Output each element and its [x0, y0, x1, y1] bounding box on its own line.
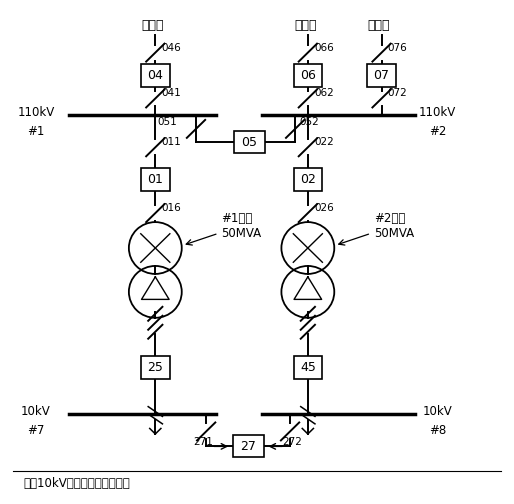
Text: 046: 046: [161, 43, 181, 52]
FancyBboxPatch shape: [293, 64, 322, 87]
Text: 象喜线: 象喜线: [368, 19, 390, 32]
Text: 076: 076: [388, 43, 408, 52]
Text: 026: 026: [314, 203, 334, 213]
Text: 022: 022: [314, 138, 334, 147]
Text: 066: 066: [314, 43, 334, 52]
Text: 06: 06: [300, 69, 316, 82]
FancyBboxPatch shape: [141, 64, 170, 87]
Text: 110kV: 110kV: [17, 106, 54, 119]
Text: #7: #7: [27, 424, 45, 437]
Text: 052: 052: [299, 117, 319, 128]
Text: 072: 072: [388, 89, 408, 98]
Text: 01: 01: [148, 173, 163, 186]
Text: 062: 062: [314, 89, 334, 98]
Text: 02: 02: [300, 173, 316, 186]
Text: 07: 07: [374, 69, 390, 82]
Text: 04: 04: [148, 69, 163, 82]
Text: 05: 05: [242, 136, 258, 149]
Text: 45: 45: [300, 361, 316, 374]
FancyBboxPatch shape: [233, 435, 264, 457]
Text: 南象线: 南象线: [141, 19, 164, 32]
Text: 041: 041: [161, 89, 181, 98]
Text: 016: 016: [161, 203, 181, 213]
FancyBboxPatch shape: [293, 168, 322, 191]
Text: 10kV: 10kV: [423, 405, 452, 418]
Text: #8: #8: [429, 424, 446, 437]
Text: #1: #1: [27, 125, 45, 138]
Text: 25: 25: [148, 361, 163, 374]
FancyBboxPatch shape: [233, 132, 265, 153]
Text: #2: #2: [429, 125, 446, 138]
Text: 象漳线: 象漳线: [294, 19, 317, 32]
Text: 272: 272: [283, 437, 303, 448]
Text: 注：10kV馈线未在图中标识。: 注：10kV馈线未在图中标识。: [23, 477, 130, 490]
Text: 051: 051: [158, 117, 178, 128]
Text: 011: 011: [161, 138, 181, 147]
Text: 27: 27: [241, 440, 256, 453]
Text: #1主变
50MVA: #1主变 50MVA: [186, 212, 262, 245]
Text: 10kV: 10kV: [21, 405, 51, 418]
FancyBboxPatch shape: [141, 168, 170, 191]
FancyBboxPatch shape: [368, 64, 396, 87]
FancyBboxPatch shape: [141, 356, 170, 379]
Text: 271: 271: [194, 437, 213, 448]
FancyBboxPatch shape: [293, 356, 322, 379]
Text: 110kV: 110kV: [419, 106, 456, 119]
Text: #2主变
50MVA: #2主变 50MVA: [339, 212, 414, 245]
